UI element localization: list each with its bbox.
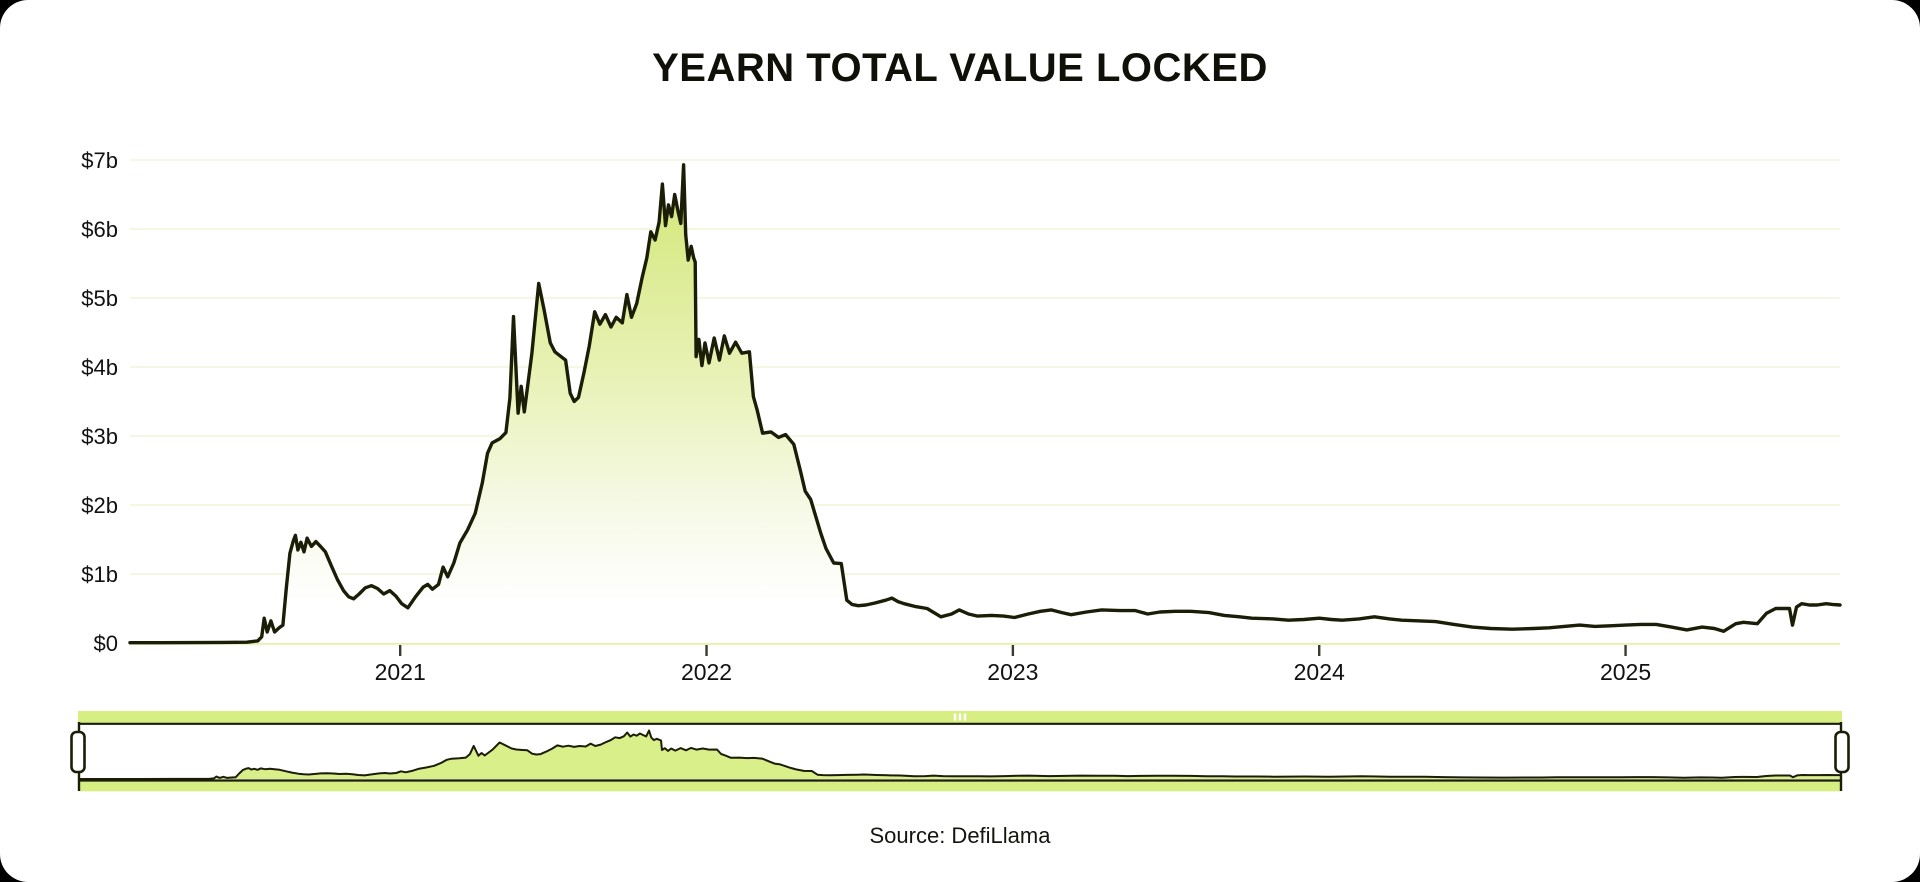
navigator-frame <box>77 722 1843 792</box>
x-axis: 2021 2022 2023 2024 2025 <box>375 645 1651 685</box>
source-caption: Source: DefiLlama <box>869 823 1051 848</box>
svg-text:$5b: $5b <box>81 286 118 311</box>
svg-text:2025: 2025 <box>1600 659 1651 685</box>
navigator-left-handle[interactable] <box>70 730 86 774</box>
chart-title: YEARN TOTAL VALUE LOCKED <box>652 46 1268 90</box>
grid-lines <box>130 159 1840 645</box>
svg-text:$0: $0 <box>94 631 118 656</box>
navigator-mini-chart <box>78 729 1842 780</box>
navigator-right-handle[interactable] <box>1834 730 1850 774</box>
scrollbar-grip-icon <box>953 713 967 721</box>
svg-text:$2b: $2b <box>81 493 118 518</box>
line-series <box>128 163 1842 645</box>
area-series <box>130 164 1840 644</box>
svg-text:2022: 2022 <box>681 659 732 685</box>
svg-text:$4b: $4b <box>81 355 118 380</box>
navigator[interactable] <box>70 711 1850 792</box>
svg-text:$1b: $1b <box>81 562 118 587</box>
svg-text:$3b: $3b <box>81 424 118 449</box>
svg-text:$7b: $7b <box>81 148 118 173</box>
svg-text:2024: 2024 <box>1294 659 1345 685</box>
svg-text:$6b: $6b <box>81 217 118 242</box>
svg-text:2023: 2023 <box>987 659 1038 685</box>
y-axis-labels: $0 $1b $2b $3b $4b $5b $6b $7b <box>81 148 118 656</box>
svg-text:2021: 2021 <box>375 659 426 685</box>
